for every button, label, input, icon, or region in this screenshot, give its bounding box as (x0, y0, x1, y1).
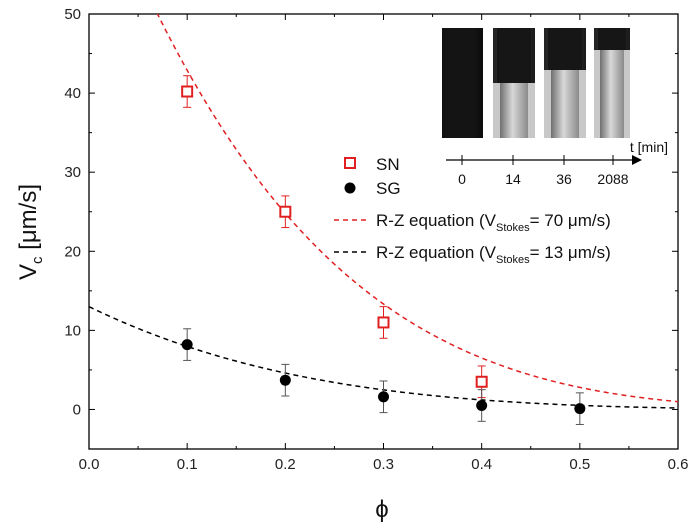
x-tick-label: 0.1 (177, 456, 198, 473)
inset-tube-36 (544, 28, 586, 138)
data-point-sn (377, 316, 390, 329)
inset-axis-label: t [min] (630, 139, 668, 155)
inset-time-arrow (632, 155, 642, 165)
data-point-sg (378, 391, 389, 403)
inset-tube-14 (493, 28, 535, 138)
data-point-sg (476, 400, 488, 411)
inset-tube-2088 (594, 28, 630, 138)
legend-label-fit-70: R-Z equation (VStokes= 70 μm/s) (376, 211, 611, 234)
legend-marker-sg (344, 182, 356, 194)
x-tick-label: 0.4 (471, 456, 492, 473)
x-tick-label: 0.6 (668, 456, 689, 473)
legend-label-sg: SG (376, 179, 401, 198)
legend-marker-sn (344, 157, 356, 169)
y-axis-label: Vc [μm/s] (15, 184, 46, 280)
x-axis-ticks: 0.0 0.1 0.2 0.3 0.4 0.5 0.6 (79, 14, 689, 473)
inset-time-label-2088: 2088 (597, 171, 628, 187)
legend-label-fit-13: R-Z equation (VStokes= 13 μm/s) (376, 243, 611, 266)
inset-photo: 0 14 36 2088 t [min] (442, 28, 668, 187)
x-tick-label: 0.5 (569, 456, 590, 473)
inset-time-label-36: 36 (556, 171, 572, 187)
data-point-sg (181, 339, 193, 351)
y-tick-label: 30 (64, 164, 81, 181)
legend: SN SG R-Z equation (VStokes= 70 μm/s) R-… (334, 155, 611, 266)
y-tick-label: 0 (73, 401, 81, 418)
legend-label-sn: SN (376, 155, 400, 174)
y-axis-ticks: 0 10 20 30 40 50 (64, 6, 678, 450)
data-markers (181, 85, 586, 415)
data-point-sn (475, 375, 488, 388)
y-tick-label: 10 (64, 322, 81, 339)
inset-time-label-14: 14 (505, 171, 521, 187)
inset-time-label-0: 0 (458, 171, 466, 187)
inset-tube-0 (442, 28, 483, 138)
data-point-sn (181, 85, 194, 98)
data-point-sg (279, 374, 291, 386)
data-point-sn (279, 205, 292, 218)
y-axis-label-unit: [μm/s] (15, 184, 42, 257)
y-tick-label: 20 (64, 243, 81, 260)
y-tick-label: 50 (64, 6, 81, 23)
x-tick-label: 0.3 (373, 456, 394, 473)
y-axis-label-main: V (15, 264, 42, 280)
fit-curve-70 (156, 14, 678, 403)
x-axis-label: ϕ (375, 496, 388, 523)
x-tick-label: 0.0 (79, 456, 100, 473)
y-tick-label: 40 (64, 85, 81, 102)
data-point-sg (574, 403, 586, 415)
y-axis-label-subscript: c (29, 256, 46, 264)
x-tick-label: 0.2 (275, 456, 296, 473)
